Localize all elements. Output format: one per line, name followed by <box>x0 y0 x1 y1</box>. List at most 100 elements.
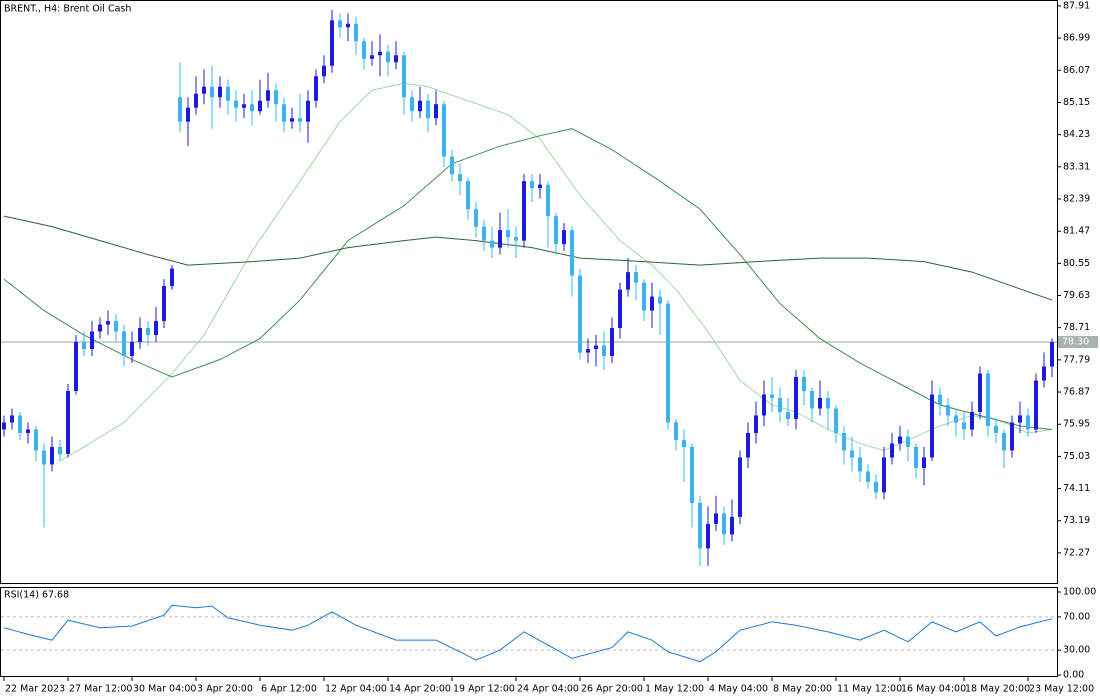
candle-body <box>298 118 302 122</box>
y-tick-label: 73.19 <box>1063 515 1090 526</box>
candle-body <box>370 55 374 59</box>
candle-body <box>394 55 398 63</box>
candle-body <box>234 100 238 108</box>
candle-body <box>866 471 870 482</box>
candle-body <box>50 446 54 465</box>
candle-body <box>1050 342 1054 367</box>
candle-body <box>274 90 278 105</box>
candle-body <box>634 272 638 283</box>
x-tick-label: 24 Apr 04:00 <box>517 684 579 695</box>
candle-body <box>106 321 110 325</box>
candle-body <box>890 443 894 458</box>
candle-body <box>610 328 614 357</box>
x-tick-label: 27 Mar 12:00 <box>69 684 132 695</box>
candle-body <box>170 268 174 287</box>
candle-body <box>74 342 78 391</box>
candle-body <box>938 394 942 405</box>
rsi-line <box>3 604 1053 663</box>
candle-body <box>498 230 502 248</box>
y-tick-label: 85.15 <box>1063 97 1090 108</box>
candle-body <box>594 345 598 350</box>
candle-body <box>930 394 934 458</box>
x-tick-label: 3 Apr 20:00 <box>197 684 253 695</box>
candle-body <box>202 86 206 94</box>
candle-body <box>146 328 150 336</box>
y-tick-label: 79.63 <box>1063 290 1090 301</box>
candle-body <box>562 230 566 245</box>
candle-body <box>362 41 366 59</box>
candle-body <box>850 450 854 458</box>
candle-body <box>314 76 318 101</box>
candle-body <box>946 404 950 416</box>
candle-body <box>522 181 526 241</box>
candle-body <box>794 377 798 419</box>
candle-body <box>986 373 990 426</box>
candle-body <box>210 86 214 98</box>
candle-body <box>666 303 670 423</box>
candle-body <box>690 446 694 503</box>
x-tick-label: 26 Apr 20:00 <box>581 684 643 695</box>
candle-body <box>722 513 726 535</box>
x-tick-label: 23 May 12:00 <box>1029 684 1094 695</box>
candle-body <box>130 342 134 357</box>
candle-body <box>242 104 246 108</box>
candle-body <box>746 432 750 458</box>
candle-body <box>258 100 262 112</box>
candle-body <box>978 373 982 412</box>
candle-body <box>1034 380 1038 430</box>
candle-body <box>10 415 14 423</box>
candle-body <box>434 104 438 119</box>
candle-body <box>730 516 734 535</box>
candle-body <box>538 184 542 189</box>
candle-body <box>410 97 414 112</box>
y-tick-label: 83.31 <box>1063 161 1090 172</box>
candle-body <box>1026 415 1030 430</box>
candle-body <box>738 457 742 517</box>
candle-body <box>98 324 102 332</box>
candle-body <box>426 100 430 119</box>
x-tick-label: 11 May 12:00 <box>837 684 902 695</box>
candle-body <box>810 390 814 409</box>
candle-body <box>898 436 902 444</box>
candle-body <box>450 156 454 175</box>
candle-body <box>586 349 590 353</box>
candle-body <box>490 240 494 248</box>
candle-body <box>282 104 286 122</box>
y-tick-label: 81.47 <box>1063 226 1090 237</box>
candle-body <box>650 296 654 311</box>
moving-average <box>3 128 1053 430</box>
candle-body <box>154 321 158 336</box>
candle-body <box>1042 366 1046 381</box>
candle-body <box>786 411 790 419</box>
candle-body <box>954 415 958 423</box>
candle-body <box>2 422 6 430</box>
candle-body <box>346 23 350 28</box>
candle-body <box>962 422 966 430</box>
y-tick-label: 80.55 <box>1063 258 1090 269</box>
x-tick-label: 19 Apr 12:00 <box>453 684 515 695</box>
candle-body <box>466 181 470 210</box>
candle-body <box>82 342 86 350</box>
price-pane <box>0 0 1058 584</box>
candle-body <box>322 65 326 77</box>
candle-body <box>802 377 806 391</box>
candle-body <box>618 289 622 329</box>
candle-body <box>554 216 558 245</box>
x-tick-label: 30 Mar 04:00 <box>133 684 196 695</box>
candle-body <box>218 86 222 98</box>
candle-body <box>706 523 710 549</box>
x-tick-label: 6 Apr 12:00 <box>261 684 317 695</box>
y-tick-label: 75.03 <box>1063 451 1090 462</box>
x-tick-label: 12 Apr 04:00 <box>325 684 387 695</box>
price-label-box <box>1058 336 1098 349</box>
y-tick-label: 84.23 <box>1063 129 1090 140</box>
candle-body <box>642 282 646 311</box>
candle-body <box>826 397 830 409</box>
rsi-tick-label: 30.00 <box>1063 645 1090 656</box>
x-tick-label: 4 May 04:00 <box>709 684 768 695</box>
candle-body <box>914 446 918 468</box>
candle-body <box>858 457 862 472</box>
candle-body <box>514 237 518 241</box>
candle-body <box>378 51 382 56</box>
